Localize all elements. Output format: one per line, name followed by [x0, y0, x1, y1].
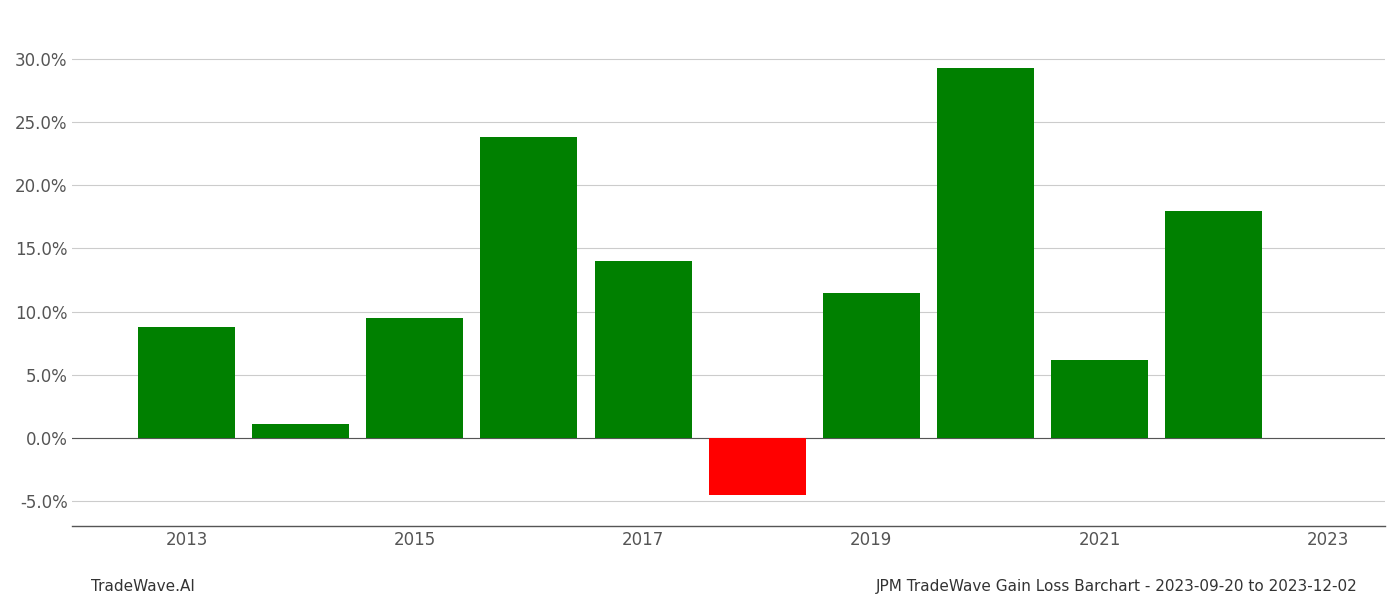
Bar	[708, 438, 806, 494]
Bar	[823, 293, 920, 438]
Bar	[937, 68, 1035, 438]
Bar	[139, 327, 235, 438]
Bar	[595, 261, 692, 438]
Bar	[252, 424, 349, 438]
Bar	[1165, 211, 1263, 438]
Bar	[1051, 359, 1148, 438]
Bar	[367, 318, 463, 438]
Text: JPM TradeWave Gain Loss Barchart - 2023-09-20 to 2023-12-02: JPM TradeWave Gain Loss Barchart - 2023-…	[876, 579, 1358, 594]
Bar	[480, 137, 577, 438]
Text: TradeWave.AI: TradeWave.AI	[91, 579, 195, 594]
